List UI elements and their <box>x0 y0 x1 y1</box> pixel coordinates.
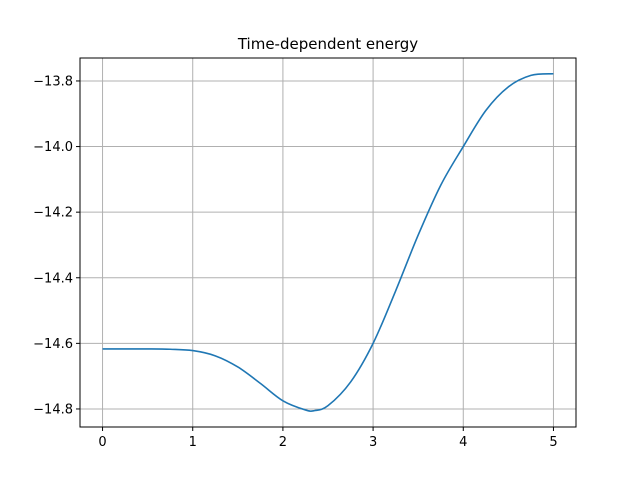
y-tick-label: −14.8 <box>33 402 73 417</box>
x-tick-label: 0 <box>98 435 106 450</box>
series-line <box>102 72 554 412</box>
y-tick-label: −14.2 <box>33 206 73 221</box>
y-tick-label: −13.8 <box>33 74 73 89</box>
y-tick-label: −14.4 <box>33 271 73 286</box>
axes-frame <box>79 57 577 428</box>
ticks: 0 1 2 3 4 5 −14.8 −14.6 −14.4 −14.2 −14.0 −13.8 <box>33 74 557 450</box>
y-tick-label: −14.0 <box>33 140 73 155</box>
x-tick-label: 2 <box>279 435 287 450</box>
series-layer <box>102 72 554 412</box>
x-tick-label: 5 <box>549 435 557 450</box>
grid <box>80 58 576 427</box>
plot-area <box>80 58 576 427</box>
chart-title: Time-dependent energy <box>237 35 418 53</box>
x-tick-label: 1 <box>189 435 197 450</box>
x-tick-label: 4 <box>459 435 467 450</box>
x-tick-label: 3 <box>369 435 377 450</box>
y-tick-label: −14.6 <box>33 337 73 352</box>
